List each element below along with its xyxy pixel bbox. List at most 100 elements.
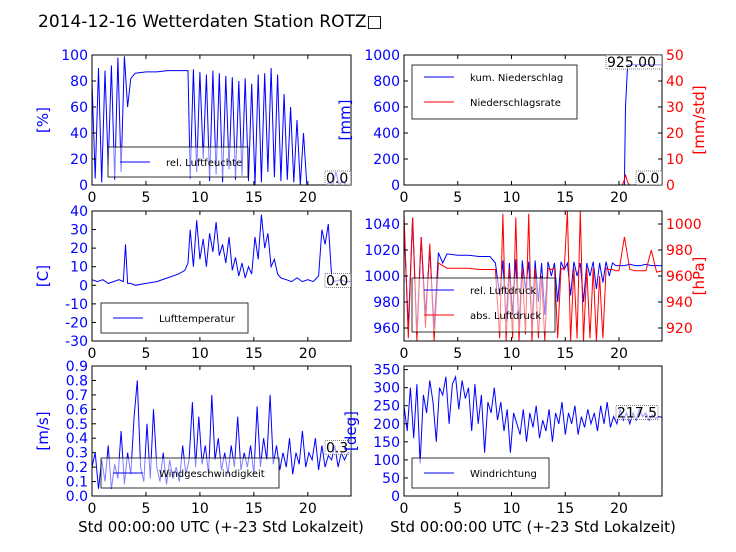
precipitation-ylabel: [mm]	[336, 100, 354, 141]
temperature-ytick-label: 20	[70, 241, 88, 257]
pressure-ytick-label: 1020	[364, 243, 400, 259]
pressure-ytick-label: 960	[373, 321, 400, 337]
humidity-xtick-label: 0	[88, 190, 97, 206]
precipitation-legend-entry: kum. Niederschlag	[470, 73, 563, 84]
temperature-xtick-label: 5	[141, 346, 150, 362]
wind_direction-ylabel: [deg]	[342, 411, 360, 451]
temperature-ytick-label: -20	[65, 315, 88, 331]
pressure-legend-box	[411, 277, 556, 333]
humidity-series-0	[92, 56, 351, 185]
precipitation-ytick-label: 800	[373, 74, 400, 90]
wind_speed-ytick-label: 0.9	[66, 359, 88, 375]
humidity-ytick-label: 20	[70, 152, 88, 168]
precipitation-xtick-label: 5	[453, 190, 462, 206]
wind_speed-ytick-label: 0.2	[66, 460, 88, 476]
wind_direction-xtick-label: 0	[400, 501, 409, 517]
precipitation-ytick-label: 600	[373, 100, 400, 116]
wind_speed-value-box	[324, 440, 352, 455]
temperature-ylabel: [C]	[34, 265, 52, 287]
temperature-ytick-label: 30	[70, 223, 88, 239]
wind_direction-xtick-label: 15	[556, 501, 574, 517]
wind_speed-ytick-label: 0.8	[66, 373, 88, 389]
humidity-xtick-label: 20	[299, 190, 317, 206]
precipitation-series-1	[404, 174, 662, 185]
temperature-ytick-label: 0	[79, 278, 88, 294]
temperature-series-0	[92, 214, 351, 286]
wind_speed-legend: Windgeschwindigkeit	[100, 457, 280, 489]
pressure-ytick-right-label: 960	[666, 269, 693, 285]
pressure-ytick-right-label: 980	[666, 243, 693, 259]
humidity-value-box	[324, 170, 352, 186]
pressure-xtick-label: 10	[503, 346, 521, 362]
humidity-legend: rel. Luftfeuchte	[107, 146, 249, 178]
precipitation-legend-entry: Niederschlagsrate	[470, 98, 561, 109]
wind_direction-ytick-label: 300	[373, 381, 400, 397]
wind_speed-frame	[91, 365, 352, 497]
pressure-ytick-label: 1040	[364, 217, 400, 233]
wind_direction-ytick-label: 100	[373, 453, 400, 469]
humidity-frame	[91, 54, 352, 186]
humidity-panel: 0 5 10 15 20 0 20 40 60 80 100 [%] rel. Luftfeuchte 0…	[34, 48, 352, 206]
wind_speed-xtick-label: 0	[88, 501, 97, 517]
wind_speed-ylabel: [m/s]	[34, 411, 52, 450]
precipitation-panel: 0 5 10 15 200200400600800100001020304050[mm]…	[336, 48, 708, 206]
wind_direction-xtick-label: 5	[453, 501, 462, 517]
pressure-legend-entry: rel. Luftdruck	[470, 286, 536, 297]
temperature-current-value: 0.0	[326, 273, 348, 289]
wind_direction-frame	[403, 365, 663, 497]
wind_speed-ytick-label: 0.4	[66, 431, 88, 447]
temperature-xtick-label: 0	[88, 346, 97, 362]
wind_direction-xtick-label: 20	[610, 501, 628, 517]
wind_speed-xtick-label: 5	[141, 501, 150, 517]
pressure-ytick-label: 1000	[364, 269, 400, 285]
pressure-xtick-label: 0	[400, 346, 409, 362]
precipitation-frame	[403, 54, 663, 186]
humidity-current-value: 0.0	[326, 171, 348, 187]
temperature-value-box	[324, 273, 352, 288]
precipitation-value-box	[635, 170, 663, 186]
figure-title: 2014-12-16 Wetterdaten Station ROTZ□	[38, 12, 383, 32]
x-axis-label-right: Std 00:00:00 UTC (+-23 Std Lokalzeit)	[390, 518, 676, 536]
precipitation-xtick-label: 0	[400, 190, 409, 206]
precipitation-ytick-right-label: 50	[666, 48, 684, 64]
temperature-legend-entry: Lufttemperatur	[159, 314, 236, 325]
wind_direction-ytick-label: 200	[373, 417, 400, 433]
precipitation-xtick-label: 20	[610, 190, 628, 206]
precipitation-ytick-right-label: 0	[666, 178, 675, 194]
precipitation-ytick-right-label: 40	[666, 74, 684, 90]
temperature-xtick-label: 15	[245, 346, 263, 362]
pressure-ytick-right-label: 1000	[666, 217, 702, 233]
wind_speed-ytick-label: 0.6	[66, 402, 88, 418]
humidity-ytick-label: 100	[61, 48, 88, 64]
wind_speed-ytick-label: 0.1	[66, 475, 88, 491]
humidity-xtick-label: 10	[191, 190, 209, 206]
wind_speed-panel: 0 5 10 15 200.00.10.20.30.40.50.60.70.80.9[m…	[34, 359, 352, 517]
precipitation-ytick-label: 400	[373, 126, 400, 142]
precipitation-max-value: 925.00	[607, 55, 656, 71]
wind_direction-panel: 0 5 10 15 20050100150200250300350[deg]Windri…	[342, 363, 663, 517]
wind_direction-ytick-label: 150	[373, 435, 400, 451]
precipitation-ytick-right-label: 20	[666, 126, 684, 142]
precipitation-legend: kum. Niederschlag Niederschlagsrate	[411, 64, 578, 120]
humidity-ytick-label: 60	[70, 100, 88, 116]
wind_direction-value-box	[615, 405, 659, 420]
precipitation-max-box	[605, 54, 663, 70]
wind_direction-xtick-label: 10	[503, 501, 521, 517]
pressure-ytick-right-label: 920	[666, 321, 693, 337]
pressure-panel: 0 5 10 15 20 960 980 1000 1020 1040 920 940 960 980 10…	[364, 210, 708, 362]
temperature-panel: 0 5 10 15 20 -30 -20 -10 0 10 20 30 40 [C] Lufttempera…	[34, 204, 352, 362]
pressure-legend-entry: abs. Luftdruck	[470, 311, 541, 322]
precipitation-ytick-right-label: 10	[666, 152, 684, 168]
humidity-xtick-label: 15	[245, 190, 263, 206]
temperature-ytick-label: -30	[65, 334, 88, 350]
wind_speed-ytick-label: 0.3	[66, 446, 88, 462]
humidity-ytick-label: 0	[79, 178, 88, 194]
precipitation-ytick-label: 1000	[364, 48, 400, 64]
precipitation-xtick-label: 15	[556, 190, 574, 206]
humidity-legend-entry: rel. Luftfeuchte	[166, 158, 242, 169]
wind_direction-legend: Windrichtung	[411, 457, 550, 489]
precipitation-current-value: 0.0	[637, 171, 659, 187]
wind_direction-ytick-label: 0	[391, 489, 400, 505]
pressure-xtick-label: 20	[610, 346, 628, 362]
